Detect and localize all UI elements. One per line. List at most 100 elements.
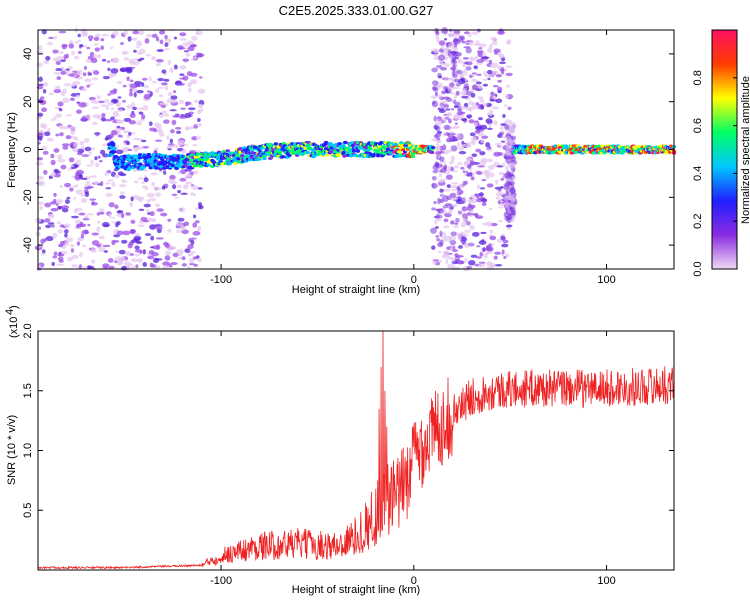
noise-speckle — [189, 171, 194, 174]
noise-speckle — [474, 122, 478, 127]
noise-speckle — [164, 38, 172, 44]
noise-speckle — [187, 82, 193, 87]
noise-speckle — [172, 252, 179, 258]
band-speckle — [469, 74, 473, 79]
band-speckle — [504, 142, 509, 147]
noise-speckle — [86, 186, 95, 189]
noise-speckle — [446, 184, 451, 189]
noise-speckle — [154, 203, 160, 208]
noise-speckle — [101, 58, 107, 62]
noise-speckle — [38, 201, 45, 205]
noise-speckle — [177, 82, 186, 86]
noise-speckle — [53, 168, 59, 173]
noise-speckle — [435, 235, 440, 238]
noise-speckle — [43, 60, 50, 65]
noise-speckle — [190, 79, 198, 85]
band-speckle — [450, 145, 458, 152]
noise-speckle — [193, 56, 197, 60]
noise-speckle — [483, 70, 488, 76]
noise-speckle — [50, 118, 54, 122]
band-speckle — [438, 54, 446, 61]
noise-speckle — [75, 189, 83, 195]
noise-speckle — [490, 91, 495, 97]
band-speckle — [465, 221, 471, 226]
noise-speckle — [136, 89, 144, 94]
ridge-cell — [385, 147, 390, 151]
noise-speckle — [465, 61, 473, 66]
noise-speckle — [75, 71, 83, 76]
noise-speckle — [116, 221, 121, 226]
noise-speckle — [149, 224, 157, 230]
spectrogram-ticks: -100 0 100 40 20 0 -20 -40 — [22, 30, 674, 286]
noise-speckle — [179, 77, 185, 80]
noise-speckle — [77, 39, 81, 42]
band-speckle — [452, 63, 456, 71]
noise-speckle — [138, 208, 145, 212]
band-speckle — [464, 161, 469, 168]
noise-speckle — [130, 219, 136, 224]
noise-speckle — [464, 170, 468, 177]
noise-speckle — [143, 203, 151, 208]
noise-speckle — [53, 198, 57, 204]
noise-speckle — [176, 229, 181, 234]
noise-speckle — [47, 128, 51, 133]
ridge-cell — [287, 153, 292, 157]
noise-speckle — [44, 131, 51, 137]
noise-speckle — [81, 154, 90, 158]
band-speckle — [455, 83, 461, 87]
band-speckle — [453, 37, 459, 44]
noise-speckle — [151, 80, 158, 84]
noise-speckle — [50, 207, 59, 212]
noise-speckle — [476, 171, 483, 175]
noise-speckle — [76, 159, 81, 163]
noise-speckle — [155, 192, 162, 197]
band-speckle — [448, 205, 454, 211]
noise-speckle — [436, 137, 441, 141]
noise-speckle — [131, 101, 136, 107]
spectrogram-panel: -100 0 100 40 20 0 -20 -40 Height of straight l… — [6, 27, 677, 296]
ridge-cell — [225, 149, 231, 153]
noise-speckle — [57, 158, 66, 163]
band-speckle — [467, 164, 471, 170]
noise-speckle — [77, 50, 82, 55]
noise-speckle — [180, 226, 186, 231]
noise-speckle — [457, 161, 463, 166]
noise-speckle — [501, 254, 505, 257]
noise-speckle — [60, 66, 65, 70]
noise-speckle — [35, 50, 43, 54]
noise-speckle — [470, 176, 475, 181]
band-speckle — [451, 60, 458, 64]
noise-speckle — [175, 127, 182, 130]
noise-speckle — [42, 88, 47, 94]
noise-speckle — [110, 46, 114, 50]
noise-speckle — [97, 220, 101, 224]
band-speckle — [435, 125, 441, 132]
noise-speckle — [197, 187, 203, 190]
noise-speckle — [35, 161, 44, 166]
noise-speckle — [482, 222, 489, 226]
noise-speckle — [443, 188, 451, 192]
noise-speckle — [81, 87, 87, 92]
y-tick-label: -40 — [22, 237, 34, 253]
band-speckle — [454, 101, 460, 107]
noise-speckle — [476, 184, 481, 190]
noise-speckle — [497, 90, 502, 94]
noise-speckle — [37, 181, 43, 187]
colorbar-tick-label: 0.4 — [692, 166, 704, 181]
noise-speckle — [172, 184, 177, 190]
noise-speckle — [178, 99, 185, 105]
noise-speckle — [481, 198, 488, 203]
noise-speckle — [504, 94, 509, 99]
noise-speckle — [497, 206, 504, 209]
noise-speckle — [41, 107, 48, 113]
band-speckle — [509, 128, 516, 134]
band-speckle — [504, 146, 512, 151]
band-speckle — [507, 171, 514, 177]
noise-speckle — [454, 222, 459, 225]
noise-speckle — [160, 82, 168, 86]
noise-speckle — [498, 61, 507, 65]
noise-speckle — [93, 70, 100, 75]
noise-speckle — [58, 259, 64, 263]
noise-speckle — [451, 188, 459, 192]
band-speckle — [506, 207, 511, 213]
